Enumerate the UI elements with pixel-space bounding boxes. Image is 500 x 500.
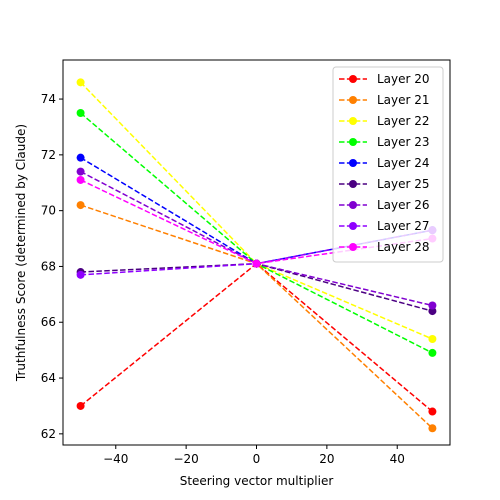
legend-entry: Layer 27 <box>339 219 430 233</box>
legend-entry: Layer 23 <box>339 135 430 149</box>
y-tick-label: 72 <box>41 148 56 162</box>
legend-marker <box>349 201 357 209</box>
legend-marker <box>349 96 357 104</box>
data-point <box>76 175 85 184</box>
legend-label: Layer 20 <box>377 72 430 86</box>
legend-marker <box>349 75 357 83</box>
x-tick-label: −40 <box>103 452 128 466</box>
y-tick-label: 74 <box>41 92 56 106</box>
data-point <box>76 401 85 410</box>
legend-entry: Layer 26 <box>339 198 430 212</box>
legend-label: Layer 24 <box>377 156 430 170</box>
y-tick-label: 68 <box>41 259 56 273</box>
x-tick-label: −20 <box>173 452 198 466</box>
data-point <box>76 270 85 279</box>
y-tick-label: 70 <box>41 204 56 218</box>
x-tick-label: 0 <box>253 452 261 466</box>
legend-entry: Layer 21 <box>339 93 430 107</box>
data-point <box>428 348 437 357</box>
y-tick-label: 64 <box>41 371 56 385</box>
data-point <box>76 167 85 176</box>
x-axis-label: Steering vector multiplier <box>180 474 334 488</box>
data-point <box>76 153 85 162</box>
legend-entry: Layer 22 <box>339 114 430 128</box>
series-line <box>80 81 433 340</box>
legend-entry: Layer 24 <box>339 156 430 170</box>
data-point <box>428 334 437 343</box>
y-tick-label: 62 <box>41 427 56 441</box>
data-point <box>76 201 85 210</box>
data-point <box>428 424 437 433</box>
legend-marker <box>349 243 357 251</box>
legend-marker <box>349 180 357 188</box>
data-point <box>252 259 261 268</box>
x-tick-label: 40 <box>390 452 405 466</box>
legend-entry: Layer 20 <box>339 72 430 86</box>
x-axis: −40 −20 0 20 40 <box>103 445 405 466</box>
legend-marker <box>349 138 357 146</box>
y-axis-label: Truthfulness Score (determined by Claude… <box>14 124 28 382</box>
y-axis: 62 64 66 68 70 72 74 <box>41 92 63 441</box>
legend-label: Layer 28 <box>377 240 430 254</box>
legend: Layer 20 Layer 21 Layer 22 Layer 23 Layer 24… <box>332 66 444 263</box>
legend-marker <box>349 222 357 230</box>
legend-marker <box>349 117 357 125</box>
data-point <box>76 109 85 118</box>
legend-label: Layer 22 <box>377 114 430 128</box>
x-tick-label: 20 <box>319 452 334 466</box>
legend-label: Layer 23 <box>377 135 430 149</box>
plot-area <box>76 78 437 433</box>
data-point <box>428 407 437 416</box>
data-point <box>428 301 437 310</box>
legend-box <box>332 66 444 263</box>
legend-entry: Layer 25 <box>339 177 430 191</box>
legend-label: Layer 26 <box>377 198 430 212</box>
legend-label: Layer 21 <box>377 93 430 107</box>
legend-label: Layer 27 <box>377 219 430 233</box>
data-point <box>428 307 437 316</box>
y-tick-label: 66 <box>41 315 56 329</box>
data-point <box>76 78 85 87</box>
legend-marker <box>349 159 357 167</box>
legend-entry: Layer 28 <box>339 240 430 254</box>
legend-label: Layer 25 <box>377 177 430 191</box>
